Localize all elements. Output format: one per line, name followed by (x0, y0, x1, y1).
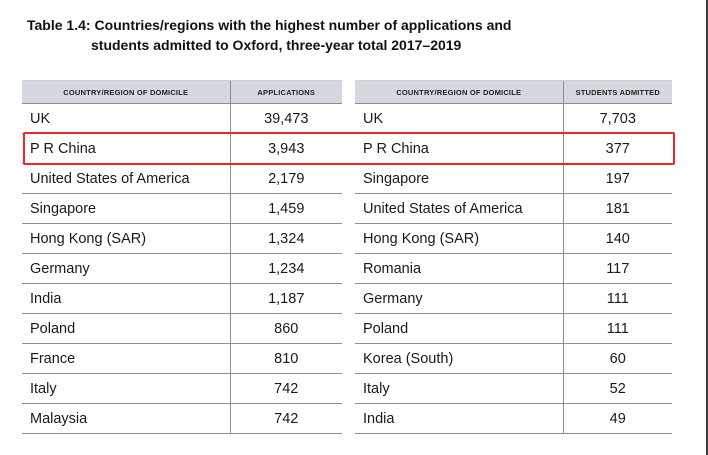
value-cell: 1,187 (229, 283, 342, 314)
value-cell: 3,943 (229, 133, 342, 164)
country-cell: Hong Kong (SAR) (355, 223, 563, 254)
table-row: Korea (South) 60 (355, 343, 672, 374)
caption-label: Table 1.4: (27, 17, 91, 33)
value-cell: 7,703 (562, 103, 672, 134)
value-cell: 377 (562, 133, 672, 164)
value-cell: 1,459 (229, 193, 342, 224)
country-cell: Romania (355, 253, 563, 284)
applications-table: COUNTRY/REGION OF DOMICILE APPLICATIONS … (22, 80, 342, 434)
column-header-country: COUNTRY/REGION OF DOMICILE (22, 80, 230, 104)
table-row: Malaysia 742 (22, 403, 342, 434)
applications-table-body: UK 39,473 P R China 3,943 United States of A… (22, 103, 342, 434)
value-cell: 117 (562, 253, 672, 284)
table-row: UK 39,473 (22, 103, 342, 134)
country-cell: P R China (355, 133, 563, 164)
table-row: P R China 3,943 (22, 133, 342, 164)
table-row: Italy 742 (22, 373, 342, 404)
country-cell: Poland (355, 313, 563, 344)
students-admitted-table-body: UK 7,703 P R China 377 Singapore 197 United St… (355, 103, 672, 434)
table-row: P R China 377 (355, 133, 672, 164)
country-cell: UK (355, 103, 563, 134)
country-cell: United States of America (355, 193, 563, 224)
table-caption: Table 1.4: Countries/regions with the hig… (27, 15, 627, 55)
table-row: Romania 117 (355, 253, 672, 284)
value-cell: 810 (229, 343, 342, 374)
column-header-students-admitted: STUDENTS ADMITTED (562, 80, 672, 104)
value-cell: 60 (562, 343, 672, 374)
value-cell: 111 (562, 313, 672, 344)
students-admitted-table: COUNTRY/REGION OF DOMICILE STUDENTS ADMI… (355, 80, 672, 434)
table-row: United States of America 181 (355, 193, 672, 224)
table-row: India 49 (355, 403, 672, 434)
country-cell: United States of America (22, 163, 230, 194)
value-cell: 111 (562, 283, 672, 314)
value-cell: 860 (229, 313, 342, 344)
caption-line-1: Countries/regions with the highest numbe… (94, 17, 512, 33)
table-row: Poland 860 (22, 313, 342, 344)
country-cell: Singapore (355, 163, 563, 194)
value-cell: 140 (562, 223, 672, 254)
value-cell: 742 (229, 403, 342, 434)
country-cell: Germany (355, 283, 563, 314)
country-cell: UK (22, 103, 230, 134)
country-cell: Italy (355, 373, 563, 404)
table-row: UK 7,703 (355, 103, 672, 134)
country-cell: France (22, 343, 230, 374)
value-cell: 181 (562, 193, 672, 224)
table-row: Hong Kong (SAR) 1,324 (22, 223, 342, 254)
value-cell: 1,324 (229, 223, 342, 254)
country-cell: Poland (22, 313, 230, 344)
value-cell: 742 (229, 373, 342, 404)
table-row: Germany 1,234 (22, 253, 342, 284)
table-row: Poland 111 (355, 313, 672, 344)
value-cell: 1,234 (229, 253, 342, 284)
table-header-row: COUNTRY/REGION OF DOMICILE APPLICATIONS (22, 80, 342, 104)
country-cell: Malaysia (22, 403, 230, 434)
column-header-applications: APPLICATIONS (229, 80, 342, 104)
page-edge (706, 0, 708, 455)
table-row: Hong Kong (SAR) 140 (355, 223, 672, 254)
table-row: Singapore 197 (355, 163, 672, 194)
country-cell: India (22, 283, 230, 314)
caption-line-2: students admitted to Oxford, three-year … (91, 37, 462, 53)
country-cell: Korea (South) (355, 343, 563, 374)
country-cell: P R China (22, 133, 230, 164)
table-row: Germany 111 (355, 283, 672, 314)
country-cell: India (355, 403, 563, 434)
table-row: United States of America 2,179 (22, 163, 342, 194)
country-cell: Germany (22, 253, 230, 284)
value-cell: 197 (562, 163, 672, 194)
country-cell: Singapore (22, 193, 230, 224)
value-cell: 39,473 (229, 103, 342, 134)
column-header-country: COUNTRY/REGION OF DOMICILE (355, 80, 563, 104)
table-row: Italy 52 (355, 373, 672, 404)
table-row: Singapore 1,459 (22, 193, 342, 224)
country-cell: Italy (22, 373, 230, 404)
table-header-row: COUNTRY/REGION OF DOMICILE STUDENTS ADMI… (355, 80, 672, 104)
country-cell: Hong Kong (SAR) (22, 223, 230, 254)
table-row: India 1,187 (22, 283, 342, 314)
value-cell: 49 (562, 403, 672, 434)
table-row: France 810 (22, 343, 342, 374)
value-cell: 2,179 (229, 163, 342, 194)
value-cell: 52 (562, 373, 672, 404)
